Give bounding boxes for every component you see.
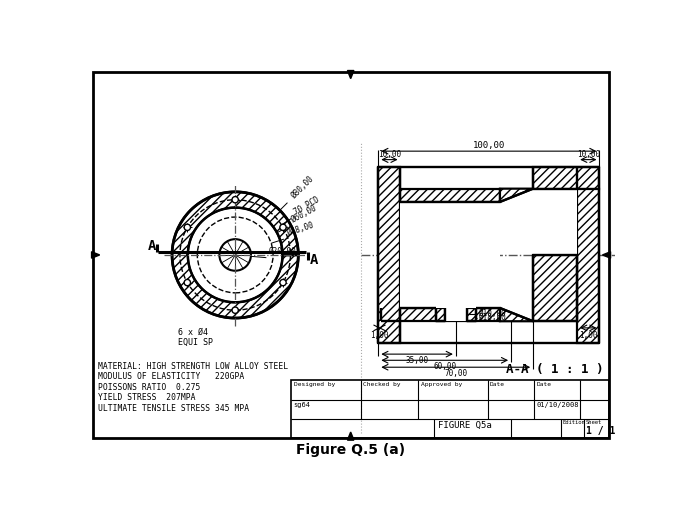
Text: 01/10/2008: 01/10/2008 bbox=[536, 402, 579, 408]
Text: 6 x Ø4
EQUI SP: 6 x Ø4 EQUI SP bbox=[178, 327, 213, 347]
Text: 1,00: 1,00 bbox=[579, 331, 597, 340]
Text: MODULUS OF ELASTICITY   220GPA: MODULUS OF ELASTICITY 220GPA bbox=[98, 373, 245, 381]
Text: Ø60,00: Ø60,00 bbox=[290, 205, 318, 225]
Text: Ø10,00: Ø10,00 bbox=[478, 309, 506, 318]
Polygon shape bbox=[92, 252, 99, 258]
Circle shape bbox=[219, 239, 251, 271]
Polygon shape bbox=[401, 308, 500, 321]
Circle shape bbox=[232, 196, 238, 203]
Text: A: A bbox=[310, 252, 318, 267]
Text: Ø48,00: Ø48,00 bbox=[286, 221, 314, 237]
Bar bbox=[291, 380, 609, 438]
Polygon shape bbox=[347, 432, 354, 440]
Text: 1 / 1: 1 / 1 bbox=[586, 426, 615, 435]
Text: sg64: sg64 bbox=[294, 402, 311, 408]
Text: Ø18,00: Ø18,00 bbox=[478, 314, 506, 322]
Bar bbox=[533, 189, 577, 255]
Polygon shape bbox=[533, 167, 599, 189]
Text: Sheet: Sheet bbox=[586, 420, 602, 426]
Text: POISSONS RATIO  0.275: POISSONS RATIO 0.275 bbox=[98, 383, 201, 392]
Circle shape bbox=[280, 224, 286, 230]
Polygon shape bbox=[500, 189, 533, 202]
Text: 70 PCD: 70 PCD bbox=[292, 195, 321, 217]
Text: Ø80,00: Ø80,00 bbox=[289, 175, 315, 201]
Circle shape bbox=[184, 280, 190, 286]
Text: Approved by: Approved by bbox=[421, 382, 462, 387]
Text: 1,00: 1,00 bbox=[371, 331, 389, 340]
Polygon shape bbox=[577, 189, 599, 343]
Text: Figure Q.5 (a): Figure Q.5 (a) bbox=[296, 443, 406, 457]
Circle shape bbox=[184, 224, 190, 230]
Text: ULTIMATE TENSILE STRESS 345 MPA: ULTIMATE TENSILE STRESS 345 MPA bbox=[98, 403, 249, 413]
Text: A-A ( 1 : 1 ): A-A ( 1 : 1 ) bbox=[506, 363, 604, 376]
Polygon shape bbox=[500, 308, 533, 321]
Text: MATERIAL: HIGH STRENGTH LOW ALLOY STEEL: MATERIAL: HIGH STRENGTH LOW ALLOY STEEL bbox=[98, 362, 288, 371]
Polygon shape bbox=[347, 70, 354, 79]
Polygon shape bbox=[533, 255, 577, 321]
Text: YIELD STRESS  207MPA: YIELD STRESS 207MPA bbox=[98, 393, 196, 402]
Circle shape bbox=[280, 280, 286, 286]
Bar bbox=[445, 255, 466, 321]
Bar bbox=[401, 202, 500, 308]
Polygon shape bbox=[603, 252, 610, 258]
Text: FIGURE Q5a: FIGURE Q5a bbox=[438, 421, 491, 430]
Polygon shape bbox=[466, 308, 475, 321]
Polygon shape bbox=[172, 192, 298, 318]
Text: 10,00: 10,00 bbox=[378, 150, 401, 159]
Text: Date: Date bbox=[490, 382, 505, 387]
Text: A: A bbox=[148, 238, 156, 253]
Text: 100,00: 100,00 bbox=[473, 141, 505, 150]
Text: 10,00: 10,00 bbox=[577, 150, 600, 159]
Text: 70,00: 70,00 bbox=[444, 369, 467, 378]
Text: Designed by: Designed by bbox=[294, 382, 335, 387]
Text: 35,00: 35,00 bbox=[406, 356, 429, 364]
Circle shape bbox=[232, 307, 238, 314]
Text: Date: Date bbox=[536, 382, 551, 387]
Polygon shape bbox=[401, 189, 500, 202]
Text: 60,00: 60,00 bbox=[433, 362, 456, 371]
Text: Checked by: Checked by bbox=[363, 382, 401, 387]
Polygon shape bbox=[378, 167, 401, 343]
Text: Ø20,00: Ø20,00 bbox=[268, 247, 296, 256]
Text: Edition: Edition bbox=[562, 420, 585, 426]
Polygon shape bbox=[436, 308, 445, 321]
